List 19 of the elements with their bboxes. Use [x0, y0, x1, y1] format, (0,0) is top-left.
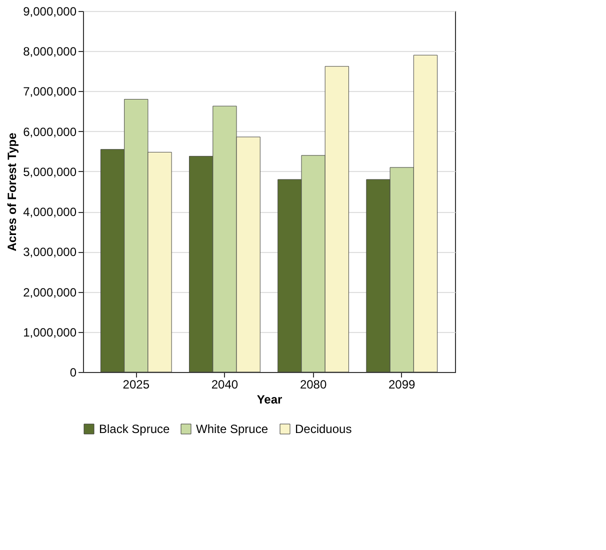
legend-label: White Spruce: [196, 422, 268, 436]
y-tick-label: 0: [70, 366, 77, 380]
y-tick-label: 9,000,000: [23, 4, 77, 18]
y-tick-label: 3,000,000: [23, 245, 77, 260]
x-tick-label: 2080: [300, 378, 327, 392]
y-tick-label: 5,000,000: [23, 164, 77, 179]
x-axis-title: Year: [256, 392, 283, 406]
legend-label: Deciduous: [295, 422, 352, 436]
x-tick-label: 2025: [122, 378, 150, 392]
y-tick-label: 7,000,000: [23, 84, 77, 99]
x-tick-label: 2040: [211, 378, 238, 392]
x-tick-label: 2099: [388, 378, 416, 392]
y-tick-label: 1,000,000: [23, 325, 77, 340]
legend-label: Black Spruce: [99, 422, 170, 436]
y-axis-title: Acres of Forest Type: [5, 132, 20, 252]
y-tick-label: 8,000,000: [23, 44, 77, 59]
y-tick-label: 6,000,000: [23, 124, 77, 139]
y-tick-label: 2,000,000: [23, 285, 77, 300]
y-tick-label: 4,000,000: [23, 205, 77, 220]
